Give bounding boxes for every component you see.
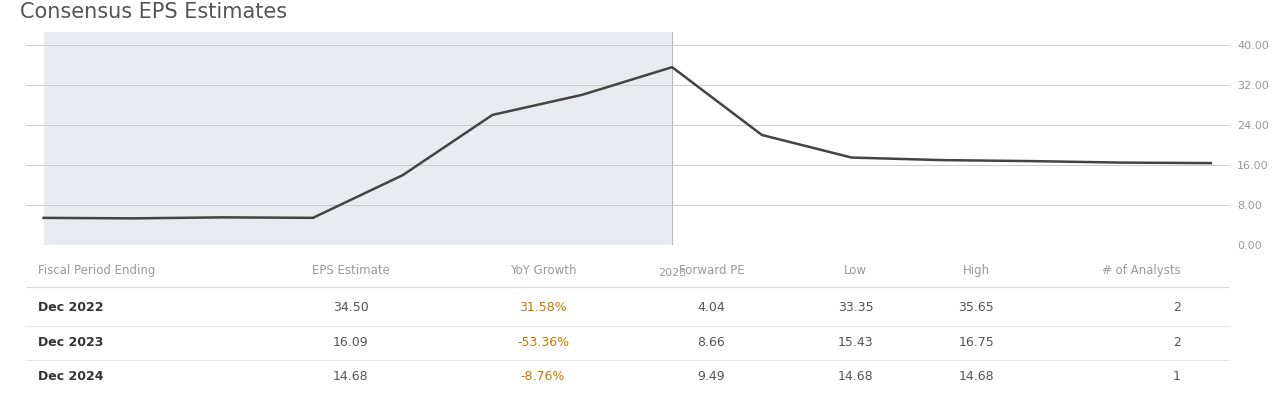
Text: 4.04: 4.04 — [698, 302, 726, 314]
Text: Dec 2023: Dec 2023 — [37, 336, 102, 349]
Text: 2023: 2023 — [658, 268, 686, 278]
Bar — [44, 32, 672, 246]
Text: 2: 2 — [1172, 302, 1180, 314]
Text: 35.65: 35.65 — [959, 302, 995, 314]
Text: 14.68: 14.68 — [959, 370, 995, 383]
Text: 15.43: 15.43 — [838, 336, 874, 349]
Text: 34.50: 34.50 — [333, 302, 369, 314]
Text: 1: 1 — [1172, 370, 1180, 383]
Text: 16.09: 16.09 — [333, 336, 369, 349]
Text: YoY Growth: YoY Growth — [509, 264, 576, 277]
Text: 8.66: 8.66 — [698, 336, 726, 349]
Text: Dec 2022: Dec 2022 — [37, 302, 104, 314]
Text: Forward PE: Forward PE — [678, 264, 744, 277]
Text: 2: 2 — [1172, 336, 1180, 349]
Text: 33.35: 33.35 — [838, 302, 874, 314]
Text: 14.68: 14.68 — [333, 370, 369, 383]
Text: High: High — [963, 264, 989, 277]
Text: -53.36%: -53.36% — [517, 336, 570, 349]
Text: Consensus EPS Estimates: Consensus EPS Estimates — [19, 2, 287, 22]
Text: # of Analysts: # of Analysts — [1102, 264, 1180, 277]
Text: 9.49: 9.49 — [698, 370, 726, 383]
Text: Low: Low — [845, 264, 868, 277]
Text: -8.76%: -8.76% — [521, 370, 566, 383]
Text: Fiscal Period Ending: Fiscal Period Ending — [37, 264, 155, 277]
Text: 16.75: 16.75 — [959, 336, 995, 349]
Text: EPS Estimate: EPS Estimate — [311, 264, 389, 277]
Text: Dec 2024: Dec 2024 — [37, 370, 104, 383]
Text: 14.68: 14.68 — [838, 370, 874, 383]
Text: 31.58%: 31.58% — [520, 302, 567, 314]
